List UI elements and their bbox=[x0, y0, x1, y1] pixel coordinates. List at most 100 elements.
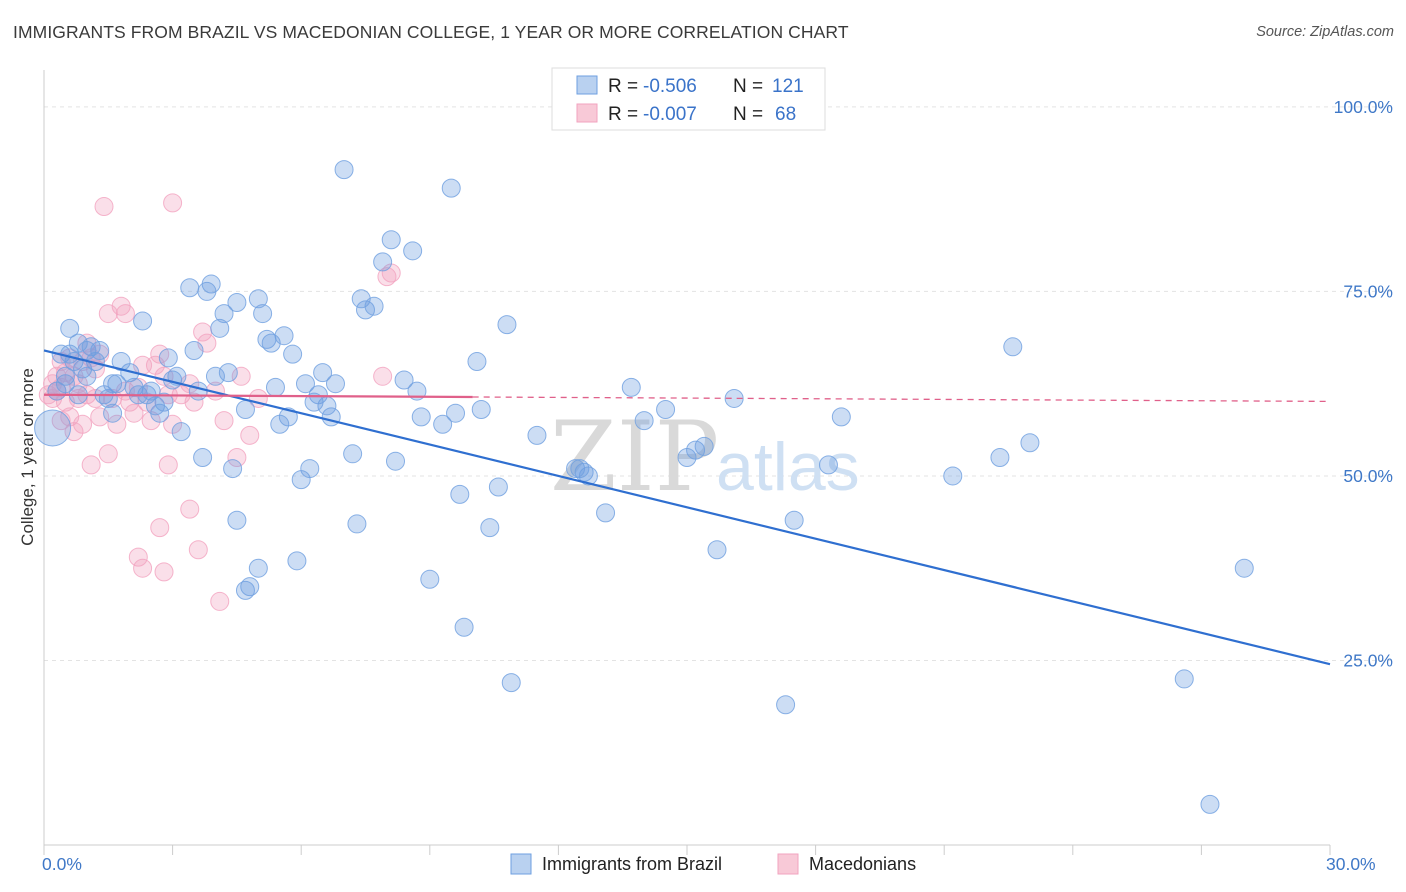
brazil-point-54 bbox=[283, 344, 303, 364]
macedonian-point-54 bbox=[240, 425, 260, 445]
bottom-legend: Immigrants from Brazil Macedonians bbox=[510, 853, 916, 875]
x-tick-label-max: 30.0% bbox=[1326, 854, 1376, 874]
trend-line-brazil bbox=[43, 349, 1331, 666]
x-tick-label-min: 0.0% bbox=[42, 854, 82, 874]
brazil-point-118 bbox=[304, 392, 324, 412]
brazil-point-27 bbox=[158, 348, 178, 368]
y-tick-label-0: 25.0% bbox=[1343, 650, 1393, 670]
legend-swatch-brazil bbox=[576, 75, 598, 95]
brazil-point-31 bbox=[184, 340, 204, 360]
macedonian-point-67 bbox=[373, 366, 393, 386]
macedonian-point-59 bbox=[150, 518, 170, 538]
y-axis-label: College, 1 year or more bbox=[18, 368, 37, 546]
y-tick-label-3: 100.0% bbox=[1334, 97, 1393, 117]
brazil-point-85 bbox=[480, 518, 500, 538]
brazil-point-15 bbox=[98, 388, 118, 408]
brazil-point-84 bbox=[471, 400, 491, 420]
brazil-point-52 bbox=[274, 326, 294, 346]
legend-r-value-macedonian: -0.007 bbox=[643, 104, 697, 125]
brazil-point-103 bbox=[784, 510, 804, 530]
brazil-point-21 bbox=[133, 311, 153, 331]
brazil-point-39 bbox=[218, 363, 238, 383]
brazil-point-74 bbox=[403, 241, 423, 261]
brazil-point-107 bbox=[990, 448, 1010, 467]
macedonian-point-57 bbox=[115, 304, 135, 324]
brazil-point-83 bbox=[467, 352, 487, 372]
trend-lines bbox=[43, 349, 1331, 666]
brazil-point-25 bbox=[150, 403, 170, 423]
brazil-point-108 bbox=[1003, 337, 1023, 357]
brazil-point-71 bbox=[381, 230, 401, 250]
macedonian-point-43 bbox=[163, 193, 183, 213]
macedonian-point-51 bbox=[214, 411, 234, 431]
series-macedonians bbox=[38, 193, 401, 611]
brazil-point-60 bbox=[313, 363, 333, 383]
macedonian-point-16 bbox=[73, 414, 93, 434]
y-tick-labels: 25.0% 50.0% 75.0% 100.0% bbox=[1334, 97, 1393, 671]
brazil-point-78 bbox=[433, 414, 453, 434]
bottom-legend-swatch-macedonian bbox=[777, 853, 799, 875]
brazil-point-45 bbox=[248, 289, 268, 309]
brazil-point-73 bbox=[394, 370, 414, 390]
brazil-point-82 bbox=[454, 617, 474, 637]
brazil-point-9 bbox=[77, 366, 97, 386]
brazil-point-89 bbox=[527, 425, 547, 445]
brazil-point-30 bbox=[180, 278, 200, 298]
brazil-point-80 bbox=[446, 403, 466, 423]
brazil-point-115 bbox=[235, 580, 255, 600]
brazil-point-96 bbox=[656, 400, 676, 420]
macedonian-point-60 bbox=[154, 562, 174, 582]
brazil-point-42 bbox=[227, 510, 247, 530]
brazil-point-47 bbox=[253, 304, 273, 324]
brazil-point-41 bbox=[227, 293, 247, 312]
watermark: ZIP atlas bbox=[550, 401, 860, 513]
brazil-point-119 bbox=[566, 459, 586, 479]
macedonian-point-62 bbox=[180, 499, 200, 519]
macedonian-point-36 bbox=[133, 558, 153, 578]
bottom-legend-label-macedonian: Macedonians bbox=[809, 854, 916, 874]
macedonian-point-47 bbox=[184, 392, 204, 412]
brazil-point-93 bbox=[596, 503, 616, 523]
legend-r-label-brazil: R = bbox=[608, 76, 638, 97]
macedonian-point-33 bbox=[124, 403, 144, 423]
brazil-point-5 bbox=[60, 318, 80, 338]
y-tick-label-1: 50.0% bbox=[1343, 466, 1393, 486]
brazil-point-36 bbox=[205, 366, 225, 386]
brazil-point-116 bbox=[55, 366, 75, 386]
chart-source: Source: ZipAtlas.com bbox=[1256, 24, 1394, 40]
brazil-point-102 bbox=[776, 695, 796, 715]
macedonian-point-25 bbox=[94, 197, 114, 217]
series-brazil bbox=[34, 160, 1254, 814]
legend-swatch-macedonian bbox=[576, 103, 598, 123]
y-tick-label-2: 75.0% bbox=[1343, 281, 1393, 301]
brazil-point-110 bbox=[1174, 669, 1194, 689]
brazil-point-113 bbox=[103, 374, 123, 394]
brazil-point-120 bbox=[1200, 794, 1220, 814]
watermark-atlas: atlas bbox=[716, 429, 860, 505]
brazil-point-66 bbox=[347, 514, 367, 534]
brazil-point-46 bbox=[248, 558, 268, 578]
legend-n-label-macedonian: N = bbox=[733, 104, 763, 125]
macedonian-point-24 bbox=[90, 407, 110, 427]
brazil-point-38 bbox=[214, 304, 234, 324]
brazil-point-79 bbox=[441, 178, 461, 198]
chart-title: IMMIGRANTS FROM BRAZIL VS MACEDONIAN COL… bbox=[13, 22, 849, 42]
brazil-point-62 bbox=[321, 407, 341, 427]
brazil-point-50 bbox=[265, 377, 285, 397]
macedonian-point-52 bbox=[227, 448, 247, 467]
macedonian-point-63 bbox=[188, 540, 208, 560]
legend-n-label-brazil: N = bbox=[733, 76, 763, 97]
brazil-point-100 bbox=[707, 540, 727, 560]
brazil-point-0 bbox=[34, 409, 72, 447]
macedonian-point-61 bbox=[158, 455, 178, 475]
legend-n-value-brazil: 121 bbox=[772, 76, 804, 97]
x-tick-labels: 0.0% 30.0% bbox=[42, 854, 1376, 874]
macedonian-point-64 bbox=[210, 591, 230, 611]
bottom-legend-swatch-brazil bbox=[510, 853, 532, 875]
brazil-point-64 bbox=[334, 160, 354, 180]
brazil-point-86 bbox=[488, 477, 508, 497]
brazil-point-37 bbox=[210, 318, 230, 338]
legend: R = -0.506 N = 121 R = -0.007 N = 68 bbox=[551, 67, 826, 131]
brazil-point-109 bbox=[1020, 433, 1040, 453]
